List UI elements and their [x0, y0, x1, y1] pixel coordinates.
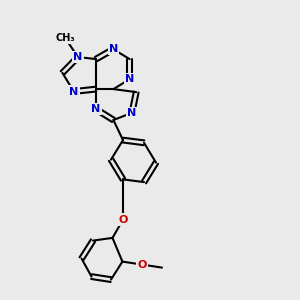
Text: N: N: [109, 44, 118, 54]
Text: N: N: [74, 52, 82, 62]
Text: N: N: [92, 104, 100, 114]
Text: O: O: [118, 214, 128, 225]
Text: CH₃: CH₃: [56, 33, 75, 43]
Text: N: N: [128, 108, 136, 118]
Text: N: N: [69, 86, 78, 97]
Text: N: N: [125, 74, 134, 84]
Text: O: O: [137, 260, 147, 270]
